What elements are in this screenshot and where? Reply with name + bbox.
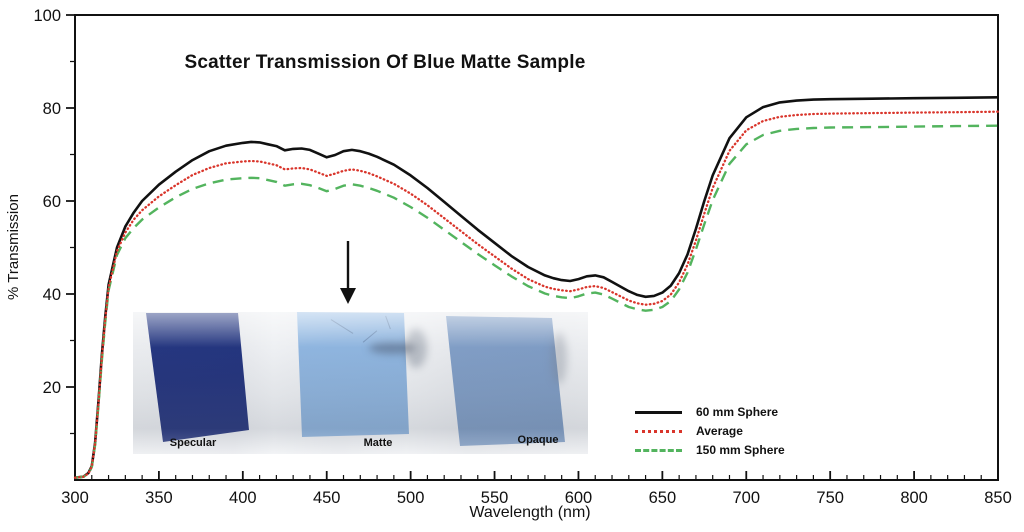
arrow-head-icon <box>340 288 356 304</box>
x-tick-label: 450 <box>313 489 341 507</box>
y-tick-label: 100 <box>33 7 61 25</box>
x-tick-label: 750 <box>816 489 844 507</box>
y-tick-label: 60 <box>43 193 61 211</box>
series-average <box>73 110 1000 479</box>
y-minor-ticks <box>70 60 75 435</box>
x-tick-label: 500 <box>397 489 425 507</box>
x-tick-label: 400 <box>229 489 257 507</box>
sample-photo-inset: Specular Matte Opaque <box>133 312 588 454</box>
legend-label: 60 mm Sphere <box>696 405 779 419</box>
legend-item-average: Average <box>635 422 825 440</box>
y-tick-label: 40 <box>43 286 61 304</box>
legend-label: Average <box>696 424 743 438</box>
legend-item-60mm: 60 mm Sphere <box>635 403 825 421</box>
y-major-ticks <box>66 14 75 388</box>
x-major-ticks <box>74 471 999 480</box>
x-tick-label: 300 <box>61 489 89 507</box>
dashed-line-swatch-icon <box>635 448 682 452</box>
y-tick-label: 80 <box>43 100 61 118</box>
x-tick-label: 800 <box>900 489 928 507</box>
y-tick-label: 20 <box>43 379 61 397</box>
series-60-mm-sphere <box>74 96 999 479</box>
legend-label: 150 mm Sphere <box>696 443 785 457</box>
chart-title: Scatter Transmission Of Blue Matte Sampl… <box>184 52 586 73</box>
x-tick-label: 550 <box>481 489 509 507</box>
arrow-annotation <box>340 241 356 304</box>
opaque-label: Opaque <box>517 434 559 446</box>
x-minor-ticks <box>91 475 982 480</box>
x-tick-label: 650 <box>649 489 677 507</box>
x-tick-label: 850 <box>984 489 1012 507</box>
dotted-line-swatch-icon <box>635 429 682 433</box>
x-tick-label: 700 <box>733 489 761 507</box>
y-axis-label: % Transmission <box>5 194 22 300</box>
matte-label: Matte <box>363 437 393 449</box>
specular-label: Specular <box>169 437 217 449</box>
x-tick-label: 600 <box>565 489 593 507</box>
legend-item-150mm: 150 mm Sphere <box>635 441 825 459</box>
solid-line-swatch-icon <box>635 410 682 414</box>
x-axis-label: Wavelength (nm) <box>469 504 591 521</box>
legend: 60 mm Sphere Average 150 mm Sphere <box>635 403 825 460</box>
series-150-mm-sphere <box>74 124 999 479</box>
x-tick-label: 350 <box>145 489 173 507</box>
photo-shading <box>133 312 588 454</box>
